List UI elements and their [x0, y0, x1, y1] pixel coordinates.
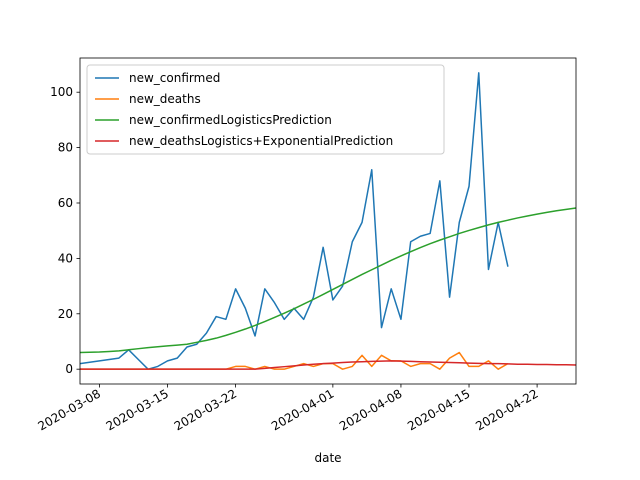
legend-label: new_deathsLogistics+ExponentialPredictio…: [129, 134, 393, 148]
y-tick-label: 80: [58, 141, 73, 155]
x-tick-label: 2020-03-22: [172, 386, 239, 433]
legend-label: new_deaths: [129, 92, 201, 106]
x-tick-label: 2020-03-15: [104, 386, 171, 433]
series-line: [80, 351, 509, 370]
x-tick-label: 2020-04-15: [405, 386, 472, 433]
y-tick-label: 60: [58, 196, 73, 210]
plot-frame: [79, 57, 577, 385]
legend-box: [86, 64, 445, 155]
x-tick-label: 2020-04-22: [473, 386, 540, 433]
y-tick-label: 40: [58, 251, 73, 265]
y-tick-label: 0: [65, 362, 73, 376]
x-tick-label: 2020-04-01: [269, 386, 336, 433]
x-axis-label: date: [314, 451, 341, 465]
x-tick-label: 2020-03-08: [36, 386, 103, 433]
series-line: [79, 207, 577, 354]
x-tick-label: 2020-04-08: [337, 386, 404, 433]
legend-label: new_confirmed: [129, 71, 220, 85]
legend-label: new_confirmedLogisticsPrediction: [129, 113, 332, 127]
y-tick-label: 100: [50, 85, 73, 99]
y-tick-label: 20: [58, 307, 73, 321]
series-line: [80, 360, 577, 370]
